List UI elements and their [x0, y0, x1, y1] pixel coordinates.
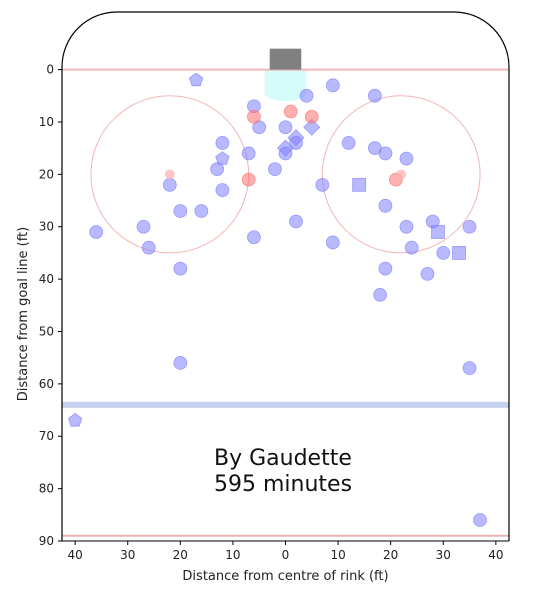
- shot-marker-0-8: [215, 136, 230, 150]
- y-tick-label-5: 50: [39, 324, 54, 338]
- shot-marker-4-1: [247, 109, 261, 124]
- shot-marker-0-4: [136, 219, 151, 234]
- shot-marker-0-30: [399, 219, 414, 234]
- shot-marker-5-0: [164, 169, 175, 180]
- y-tick-label-3: 30: [39, 220, 54, 234]
- shot-marker-0-28: [399, 151, 414, 166]
- y-tick-label-8: 80: [39, 482, 54, 496]
- shot-marker-0-37: [462, 219, 477, 234]
- shot-marker-0-16: [278, 120, 293, 135]
- rink-boards: [61, 11, 510, 541]
- x-tick-label-1: 30: [120, 548, 135, 562]
- y-tick-label-4: 40: [39, 272, 54, 286]
- shot-marker-1-0: [352, 177, 367, 192]
- shot-marker-0-5: [141, 240, 156, 255]
- shot-marker-0-32: [378, 261, 393, 276]
- shot-marker-3-1: [215, 151, 230, 165]
- shot-marker-3-0: [188, 72, 204, 87]
- shot-marker-0-2: [194, 204, 209, 218]
- shot-marker-4-2: [304, 109, 319, 124]
- x-tick-label-8: 40: [488, 548, 503, 562]
- shot-marker-0-23: [325, 235, 340, 250]
- shot-marker-0-27: [378, 146, 393, 161]
- blue-line: [62, 401, 509, 408]
- x-tick-label-0: 40: [68, 548, 83, 562]
- x-tick-label-7: 30: [436, 548, 451, 562]
- shot-marker-0-9: [215, 183, 230, 197]
- x-tick-label-5: 10: [330, 548, 345, 562]
- shot-marker-5-1: [396, 169, 407, 180]
- shot-marker-0-38: [462, 361, 477, 376]
- shot-marker-3-2: [68, 413, 83, 427]
- goal-crease: [264, 69, 307, 102]
- shot-marker-0-15: [268, 162, 282, 177]
- shot-marker-0-20: [299, 88, 314, 103]
- rink-layer: [61, 11, 510, 541]
- shot-marker-0-19: [289, 214, 303, 229]
- x-tick-label-2: 20: [173, 548, 188, 562]
- shot-marker-0-39: [473, 513, 487, 527]
- faceoff-circle-right: [321, 95, 481, 254]
- shot-marker-2-2: [276, 139, 295, 157]
- x-axis-label: Distance from centre of rink (ft): [182, 569, 388, 584]
- shot-marker-0-31: [404, 240, 419, 255]
- goal-net: [269, 48, 302, 70]
- shot-marker-0-22: [325, 78, 340, 93]
- y-tick-label-9: 90: [39, 534, 54, 548]
- shot-marker-2-0: [287, 129, 305, 147]
- y-tick-label-6: 60: [39, 377, 54, 391]
- annotation-line-1: By Gaudette: [214, 446, 352, 471]
- shot-marker-0-35: [420, 266, 435, 281]
- y-axis-label: Distance from goal line (ft): [16, 227, 31, 401]
- data-marks: [68, 72, 487, 527]
- shot-marker-0-25: [367, 88, 382, 103]
- shot-marker-2-1: [303, 118, 321, 136]
- shot-marker-1-2: [452, 246, 466, 260]
- x-tick-label-3: 10: [225, 548, 240, 562]
- y-tick-label-1: 10: [39, 115, 54, 129]
- shot-marker-0-29: [378, 198, 393, 213]
- shot-marker-0-7: [173, 356, 188, 370]
- shot-marker-4-3: [241, 172, 256, 187]
- x-tick-label-6: 20: [383, 548, 398, 562]
- y-tick-label-0: 0: [46, 63, 54, 77]
- y-tick-label-2: 20: [39, 167, 54, 181]
- x-tick-label-4: 0: [282, 548, 290, 562]
- shot-marker-0-3: [173, 261, 188, 276]
- shot-marker-0-14: [247, 230, 261, 245]
- shot-marker-0-36: [436, 246, 451, 260]
- shot-marker-0-0: [162, 177, 177, 192]
- annotation-line-2: 595 minutes: [214, 472, 352, 497]
- shot-marker-0-1: [173, 204, 188, 218]
- shot-marker-4-0: [283, 104, 298, 119]
- shot-marker-1-1: [431, 225, 445, 239]
- shot-marker-0-33: [373, 287, 388, 302]
- shot-marker-0-10: [210, 162, 225, 177]
- shot-marker-0-6: [89, 225, 104, 239]
- shot-marker-0-13: [241, 146, 256, 161]
- axes: 0 10 20 30 40 50 60 70 80 90 40 30 20 10 0 10 20 30 40 Dist…: [16, 63, 509, 584]
- shot-marker-0-24: [341, 136, 356, 150]
- shot-marker-0-21: [315, 177, 330, 192]
- y-tick-label-7: 70: [39, 429, 54, 443]
